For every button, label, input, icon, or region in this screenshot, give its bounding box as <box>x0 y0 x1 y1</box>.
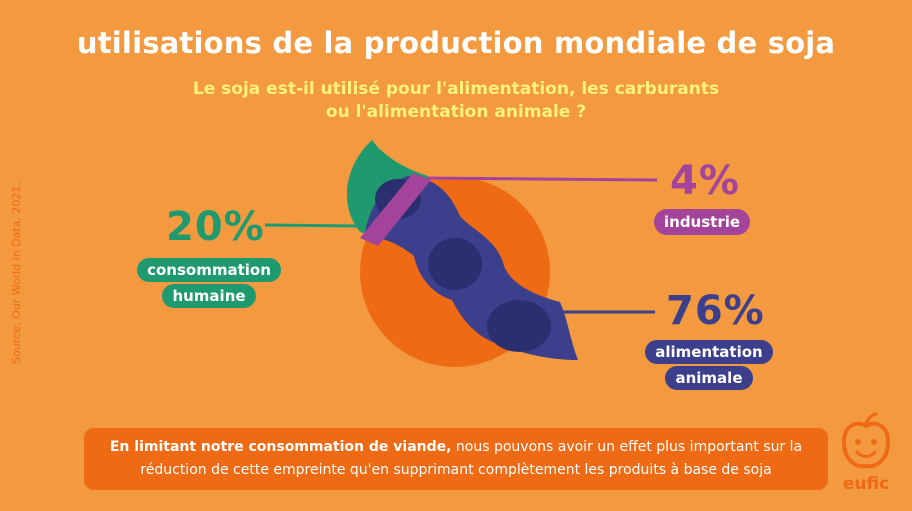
apple-face-icon <box>841 412 891 469</box>
note-bold-text: En limitant notre consommation de viande… <box>109 439 452 455</box>
human-connector-line <box>264 223 359 228</box>
bottom-note: En limitant notre consommation de viande… <box>84 428 828 490</box>
industry-connector-line <box>421 176 658 182</box>
eufic-logo: eufic <box>838 410 894 500</box>
human-category-label: consommation humaine <box>134 258 284 310</box>
animal-percent-label: 76% <box>666 288 765 334</box>
human-percent-label: 20% <box>166 204 265 250</box>
animal-label-line-2: animale <box>665 366 753 390</box>
soy-seed-2 <box>428 238 482 290</box>
industry-category-label: industrie <box>654 209 751 235</box>
note-rest-text: nous pouvons avoir un effet plus importa… <box>140 439 803 478</box>
animal-category-label: alimentation animale <box>644 340 774 392</box>
logo-text: eufic <box>842 474 890 494</box>
subtitle-line-1: Le soja est-il utilisé pour l'alimentati… <box>192 79 720 99</box>
subtitle-line-2: ou l'alimentation animale ? <box>325 102 587 122</box>
human-label-line-1: consommation <box>137 258 281 282</box>
soy-seed-3 <box>487 300 551 352</box>
human-label-line-2: humaine <box>162 284 256 308</box>
page-title: utilisations de la production mondiale d… <box>76 26 836 60</box>
industry-percent-label: 4% <box>670 158 740 204</box>
industry-band-slice <box>360 173 431 246</box>
animal-label-line-1: alimentation <box>645 340 773 364</box>
subtitle: Le soja est-il utilisé pour l'alimentati… <box>0 78 912 124</box>
